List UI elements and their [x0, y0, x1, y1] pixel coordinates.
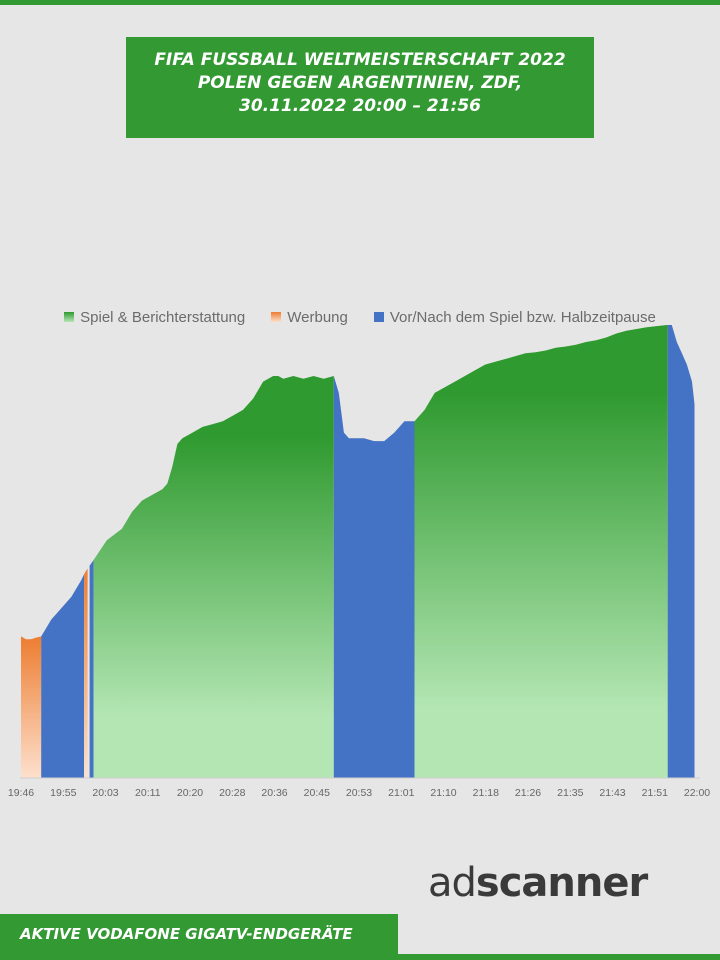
x-tick-label: 21:10 [430, 787, 456, 799]
legend-label-spiel: Spiel & Berichterstattung [80, 308, 246, 326]
x-tick-label: 22:00 [684, 787, 710, 799]
legend-swatch-spiel [64, 312, 75, 322]
area-segment-halbzeit [89, 560, 94, 778]
area-segment-halbzeit [333, 376, 415, 778]
x-tick-label: 21:01 [388, 787, 414, 799]
legend-label-halbzeit: Vor/Nach dem Spiel bzw. Halbzeitpause [389, 308, 656, 326]
legend-swatch-halbzeit [373, 312, 384, 322]
x-tick-label: 20:36 [261, 787, 287, 799]
x-axis-ticks: 19:46 19:55 20:03 20:11 20:20 20:28 20:36 20:45… [8, 787, 710, 799]
legend-label-werbung: Werbung [287, 308, 348, 326]
chart-title-box: FIFA FUSSBALL WELTMEISTERSCHAFT 2022 POL… [126, 37, 594, 138]
legend-swatch-werbung [271, 312, 282, 322]
area-segment-spiel [414, 325, 668, 778]
x-tick-label: 21:18 [473, 787, 499, 799]
logo-scanner-part: scanner [475, 860, 648, 906]
x-tick-label: 20:28 [219, 787, 245, 799]
logo-ad-part: ad [428, 860, 477, 906]
x-tick-label: 20:53 [346, 787, 372, 799]
title-line-3: 30.11.2022 20:00 – 21:56 [238, 96, 482, 116]
area-segments [21, 325, 695, 778]
title-line-1: FIFA FUSSBALL WELTMEISTERSCHAFT 2022 [154, 50, 566, 70]
bottom-accent-bar [0, 954, 720, 960]
area-segment-werbung [84, 568, 88, 778]
chart-legend: Spiel & Berichterstattung Werbung Vor/Na… [0, 306, 720, 328]
area-segment-spiel [93, 376, 334, 778]
x-tick-label: 20:20 [177, 787, 203, 799]
x-tick-label: 21:43 [599, 787, 625, 799]
x-tick-label: 20:45 [304, 787, 330, 799]
title-line-2: POLEN GEGEN ARGENTINIEN, ZDF, [197, 73, 523, 93]
x-tick-label: 21:35 [557, 787, 583, 799]
area-segment-halbzeit [667, 325, 695, 778]
x-tick-label: 21:26 [515, 787, 541, 799]
legend-item-werbung: Werbung [271, 306, 348, 328]
footer-label: AKTIVE VODAFONE GIGATV-ENDGERÄTE [0, 914, 398, 954]
x-tick-label: 19:55 [50, 787, 76, 799]
x-tick-label: 19:46 [8, 787, 34, 799]
legend-item-spiel: Spiel & Berichterstattung [64, 306, 245, 328]
x-tick-label: 20:11 [135, 787, 161, 799]
legend-item-halbzeit: Vor/Nach dem Spiel bzw. Halbzeitpause [373, 306, 656, 328]
area-segment-halbzeit [41, 574, 85, 778]
x-tick-label: 21:51 [642, 787, 668, 799]
x-tick-label: 20:03 [92, 787, 118, 799]
top-accent-bar [0, 0, 720, 5]
area-segment-werbung [21, 636, 42, 778]
adscanner-logo: adscanner [428, 858, 648, 908]
